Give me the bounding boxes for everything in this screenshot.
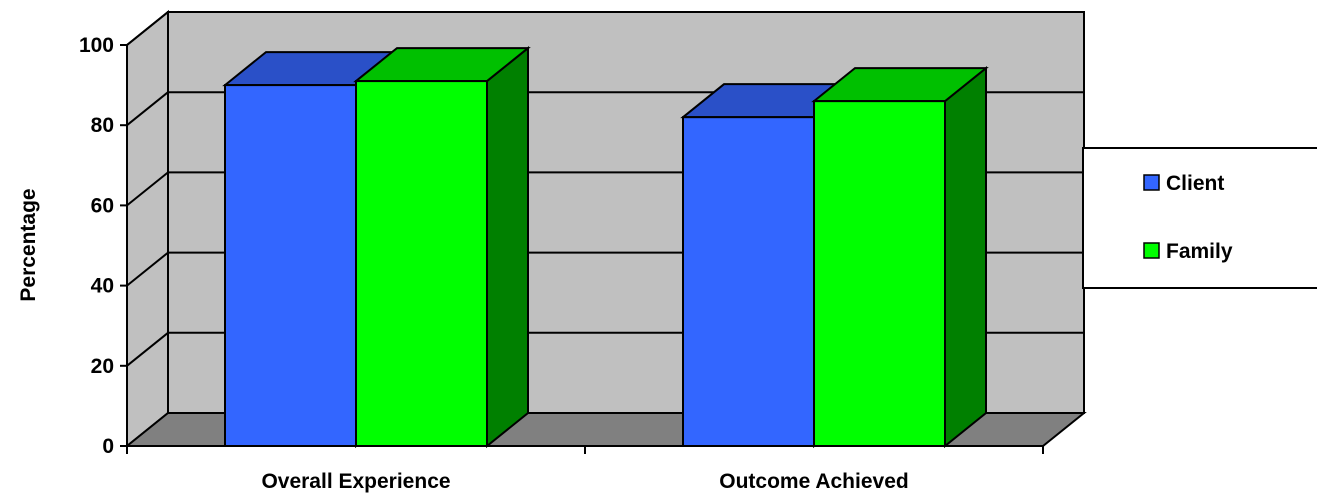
legend-box bbox=[1082, 147, 1317, 289]
bar-front bbox=[682, 116, 815, 448]
side-wall bbox=[126, 9, 169, 449]
gridline-side bbox=[126, 11, 169, 46]
x-category-label: Overall Experience bbox=[261, 470, 450, 493]
gridline-side bbox=[126, 91, 169, 126]
x-category-label: Outcome Achieved bbox=[719, 470, 908, 493]
legend-label-family: Family bbox=[1166, 240, 1233, 263]
legend-label-client: Client bbox=[1166, 172, 1224, 195]
legend-swatch-client bbox=[1143, 174, 1160, 191]
gridline-side bbox=[126, 332, 169, 367]
bar-front bbox=[355, 80, 488, 447]
legend: Client Family bbox=[1082, 147, 1317, 289]
bar-side bbox=[944, 66, 987, 449]
y-tick-label: 100 bbox=[79, 34, 114, 57]
y-tick-label: 20 bbox=[91, 355, 114, 378]
bars bbox=[222, 46, 989, 449]
bar-family bbox=[353, 46, 531, 449]
y-tick-labels: 0 20 40 60 80 100 bbox=[79, 34, 114, 458]
y-tick-label: 80 bbox=[91, 114, 114, 137]
y-tick-label: 60 bbox=[91, 194, 114, 217]
y-tick-label: 0 bbox=[102, 435, 114, 458]
legend-swatch-family bbox=[1143, 242, 1160, 259]
y-axis-label: Percentage bbox=[17, 188, 40, 301]
bar-family bbox=[811, 66, 989, 449]
gridline-side bbox=[126, 251, 169, 287]
bar-side bbox=[486, 46, 529, 449]
gridline-side bbox=[126, 171, 169, 207]
x-category-labels: Overall Experience Outcome Achieved bbox=[261, 470, 908, 493]
y-tick-label: 40 bbox=[91, 275, 114, 298]
bar-front bbox=[813, 100, 946, 447]
bar-front bbox=[224, 84, 357, 447]
